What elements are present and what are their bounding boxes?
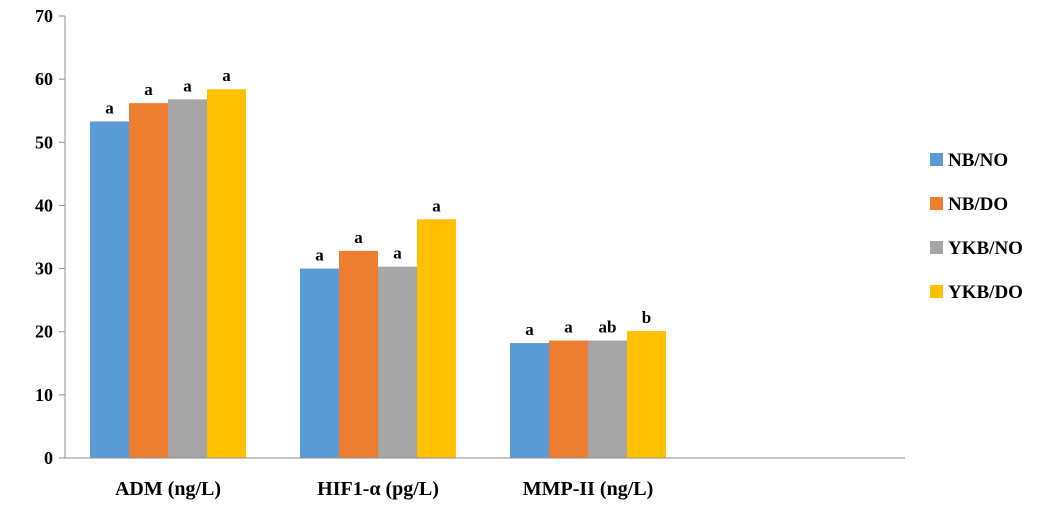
legend-label: NB/NO [948, 150, 1008, 171]
legend-label: YKB/NO [948, 238, 1023, 259]
x-category-label: ADM (ng/L) [115, 478, 221, 500]
data-label: a [222, 66, 231, 85]
y-tick-label: 0 [44, 448, 53, 468]
data-label: a [393, 244, 402, 263]
bar [627, 331, 666, 458]
bar [378, 266, 417, 458]
bar [588, 340, 627, 458]
y-tick-label: 30 [35, 259, 53, 279]
data-label: a [105, 98, 114, 117]
y-tick-label: 70 [35, 6, 53, 26]
data-label: a [183, 76, 192, 95]
x-category-label: MMP-II (ng/L) [523, 478, 654, 500]
legend-swatch [930, 153, 943, 166]
data-labels: a a a a a a a a a a ab b [105, 66, 651, 339]
y-axis: 0 10 20 30 40 50 60 70 [35, 6, 66, 468]
data-label: ab [599, 318, 617, 337]
data-label: a [432, 196, 441, 215]
bar [207, 89, 246, 458]
data-label: a [354, 228, 363, 247]
data-label: a [144, 80, 153, 99]
bar [300, 268, 339, 458]
bar [339, 250, 378, 458]
data-label: a [564, 318, 573, 337]
y-tick-label: 50 [35, 132, 53, 152]
legend-swatch [930, 197, 943, 210]
bar [168, 99, 207, 458]
bar [510, 343, 549, 458]
data-label: a [525, 320, 534, 339]
bars [90, 89, 666, 458]
y-tick-label: 60 [35, 69, 53, 89]
data-label: a [315, 246, 324, 265]
data-label: b [642, 308, 651, 327]
legend-label: NB/DO [948, 194, 1008, 215]
bar [90, 121, 129, 458]
legend: NB/NO NB/DO YKB/NO YKB/DO [930, 150, 1023, 303]
y-tick-label: 40 [35, 195, 53, 215]
legend-label: YKB/DO [948, 282, 1023, 303]
y-tick-label: 10 [35, 385, 53, 405]
bar [549, 340, 588, 458]
y-tick-label: 20 [35, 322, 53, 342]
bar [417, 219, 456, 458]
bar [129, 103, 168, 458]
legend-swatch [930, 285, 943, 298]
legend-swatch [930, 241, 943, 254]
x-axis: ADM (ng/L) HIF1-α (pg/L) MMP-II (ng/L) [65, 457, 905, 500]
x-category-label: HIF1-α (pg/L) [317, 478, 439, 500]
